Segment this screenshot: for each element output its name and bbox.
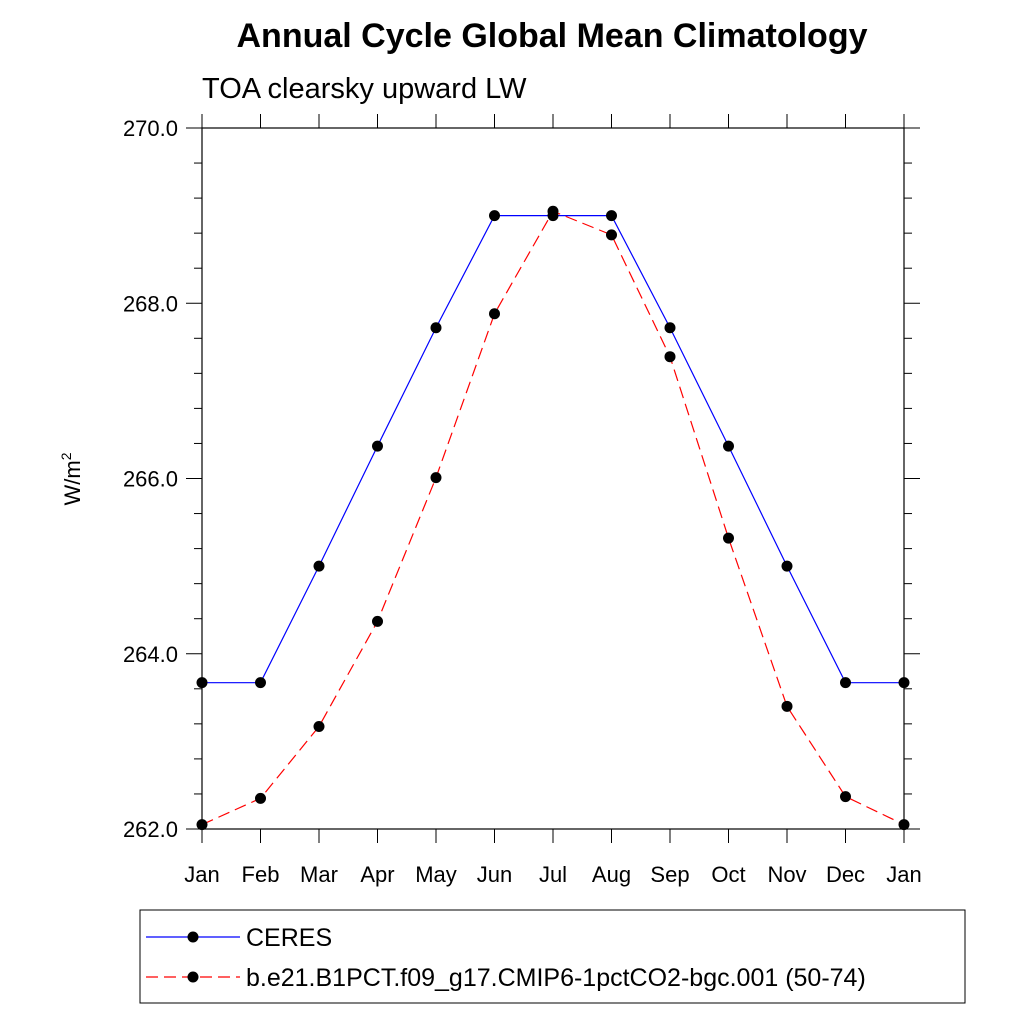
data-point-2 (664, 351, 676, 363)
tick-labels: 262.0 264.0 266.0 268.0 270.0 Jan Feb Mar Apr May… (123, 116, 922, 887)
legend-marker-1 (187, 931, 199, 943)
data-point-1 (489, 210, 500, 222)
x-tick-label: Mar (300, 862, 338, 887)
y-tick-label: 264.0 (123, 642, 178, 667)
tick-marks (186, 114, 920, 843)
x-tick-label: Oct (711, 862, 745, 887)
data-point-2 (430, 472, 442, 484)
y-tick-label: 262.0 (123, 817, 178, 842)
series-line-1 (202, 215, 904, 684)
x-tick-label: Jul (539, 862, 567, 887)
data-point-1 (781, 560, 793, 572)
y-axis-label: W/m2 (58, 452, 85, 505)
series-line-2 (201, 210, 905, 826)
data-point-2 (196, 819, 208, 831)
data-point-2 (723, 532, 734, 544)
x-tick-label: Aug (592, 862, 631, 887)
data-point-2 (255, 792, 266, 804)
series-group (196, 205, 910, 831)
chart-subtitle: TOA clearsky upward LW (202, 73, 527, 105)
data-point-1 (606, 210, 617, 222)
data-point-1 (723, 440, 734, 452)
data-point-1 (840, 677, 851, 689)
data-point-1 (372, 440, 383, 452)
x-tick-label: Apr (360, 862, 394, 887)
legend: CERES b.e21.B1PCT.f09_g17.CMIP6-1pctCO2-b… (139, 909, 966, 1004)
data-point-2 (547, 205, 559, 217)
data-point-2 (898, 819, 910, 831)
data-point-2 (606, 229, 617, 241)
axes (201, 127, 905, 830)
data-point-1 (898, 677, 910, 689)
data-point-1 (430, 322, 442, 334)
data-point-1 (255, 677, 266, 689)
data-point-2 (489, 308, 500, 320)
data-point-2 (313, 720, 325, 732)
plot-frame (201, 127, 905, 830)
x-tick-label: Jan (886, 862, 921, 887)
y-tick-label: 270.0 (123, 116, 178, 141)
chart-title: Annual Cycle Global Mean Climatology (237, 17, 868, 55)
x-tick-label: Feb (242, 862, 280, 887)
legend-label-2: b.e21.B1PCT.f09_g17.CMIP6-1pctCO2-bgc.00… (246, 964, 866, 992)
x-tick-label: Sep (650, 862, 689, 887)
data-point-2 (840, 791, 851, 803)
data-point-1 (313, 560, 325, 572)
data-point-2 (781, 700, 793, 712)
data-point-1 (196, 677, 208, 689)
x-tick-label: May (415, 862, 457, 887)
x-tick-label: Dec (826, 862, 865, 887)
y-tick-label: 268.0 (123, 291, 178, 316)
legend-box (139, 909, 966, 1004)
y-tick-label: 266.0 (123, 467, 178, 492)
x-tick-label: Jun (477, 862, 512, 887)
data-point-2 (372, 615, 383, 627)
data-point-1 (664, 322, 676, 334)
legend-marker-2 (187, 971, 199, 983)
x-tick-label: Nov (767, 862, 806, 887)
x-tick-label: Jan (184, 862, 219, 887)
legend-label-1: CERES (246, 924, 332, 952)
